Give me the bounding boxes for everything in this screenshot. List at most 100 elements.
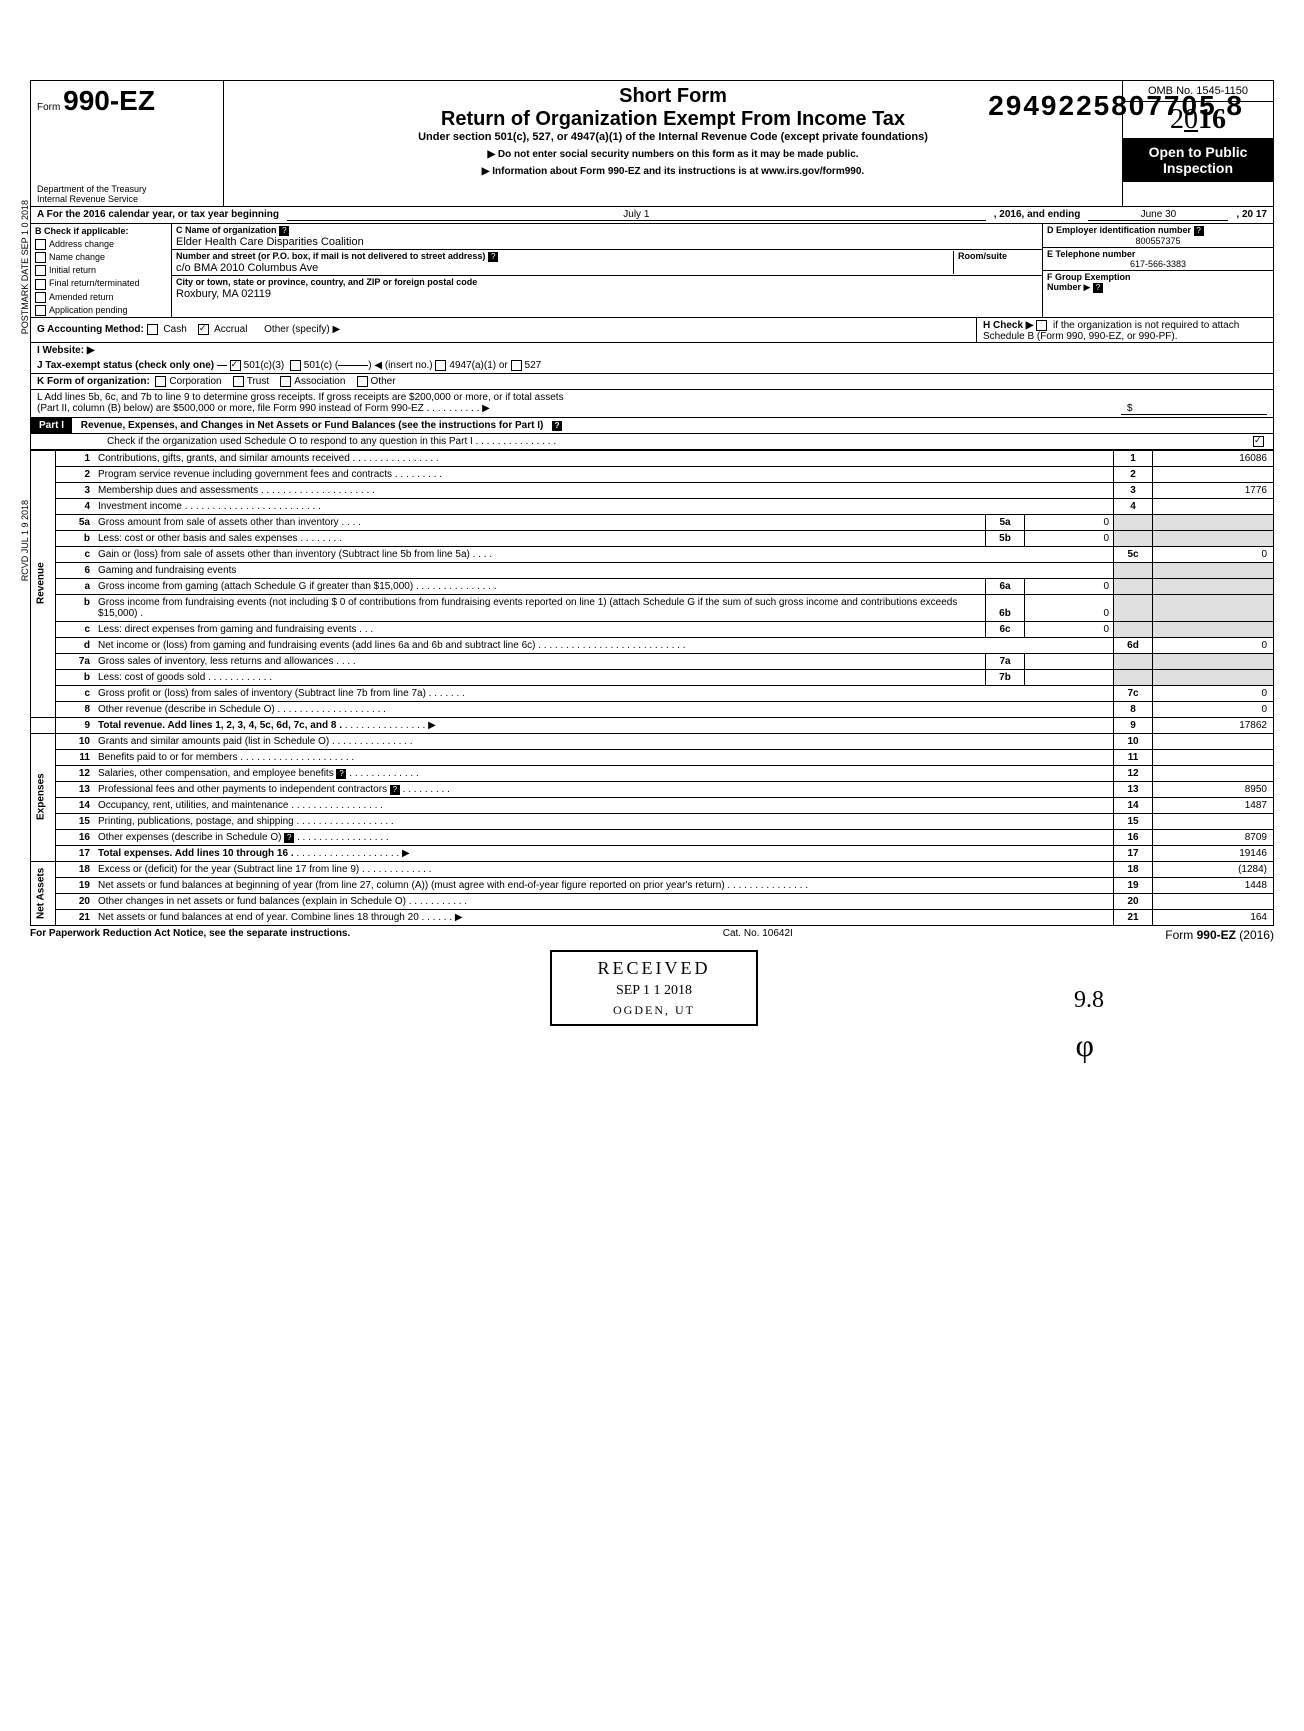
line-desc: Gross amount from sale of assets other t… [94, 514, 986, 530]
line-amount: 17862 [1153, 717, 1274, 733]
line-ref: 17 [1114, 845, 1153, 861]
stamp-received: RECEIVED [564, 958, 744, 979]
form-header-2: Department of the Treasury Internal Reve… [30, 182, 1274, 207]
shaded [1153, 514, 1274, 530]
mid-num: 6a [986, 578, 1025, 594]
shaded [1114, 562, 1153, 578]
line-num: 7a [56, 653, 95, 669]
line-desc: Salaries, other compensation, and employ… [94, 765, 1114, 781]
chk-address[interactable]: Address change [31, 238, 171, 251]
handwrite-1: 9.8 [1074, 987, 1104, 1014]
line-num: 14 [56, 797, 95, 813]
col-d: D Employer identification number ? 80055… [1042, 224, 1273, 317]
line-amount: 0 [1153, 685, 1274, 701]
i-label: I Website: ▶ [37, 345, 95, 356]
line-desc: Occupancy, rent, utilities, and maintena… [94, 797, 1114, 813]
line-desc: Other expenses (describe in Schedule O) … [94, 829, 1114, 845]
line-7c: c Gross profit or (loss) from sales of i… [31, 685, 1274, 701]
line-ref: 8 [1114, 701, 1153, 717]
chk-other[interactable] [357, 376, 368, 387]
line-amount: 8709 [1153, 829, 1274, 845]
shaded [1114, 530, 1153, 546]
chk-assoc[interactable] [280, 376, 291, 387]
chk-501c3[interactable] [230, 360, 241, 371]
row-a-yr: , 20 17 [1236, 209, 1267, 221]
chk-527[interactable] [511, 360, 522, 371]
part1-check: Check if the organization used Schedule … [30, 434, 1274, 450]
line-ref: 11 [1114, 749, 1153, 765]
row-a-mid: , 2016, and ending [994, 209, 1081, 221]
short-form-label: Short Form [230, 85, 1116, 108]
k-corp: Corporation [169, 376, 221, 387]
line-11: 11 Benefits paid to or for members . . .… [31, 749, 1274, 765]
line-amount: 1448 [1153, 877, 1274, 893]
revenue-side-label: Revenue [31, 450, 56, 717]
line-amount [1153, 893, 1274, 909]
line-7b: b Less: cost of goods sold . . . . . . .… [31, 669, 1274, 685]
chk-cash[interactable] [147, 324, 158, 335]
help-icon: ? [1093, 283, 1103, 293]
line-amount [1153, 813, 1274, 829]
chk-corp[interactable] [155, 376, 166, 387]
chk-trust[interactable] [233, 376, 244, 387]
chk-pending[interactable]: Application pending [31, 304, 171, 317]
mid-num: 6c [986, 621, 1025, 637]
line-6c: c Less: direct expenses from gaming and … [31, 621, 1274, 637]
line-19: 19 Net assets or fund balances at beginn… [31, 877, 1274, 893]
chk-name[interactable]: Name change [31, 251, 171, 264]
line-desc: Excess or (deficit) for the year (Subtra… [94, 861, 1114, 877]
group-row: F Group Exemption Number ▶ ? [1043, 271, 1273, 294]
line-desc: Other changes in net assets or fund bala… [94, 893, 1114, 909]
part1-label: Part I [31, 418, 72, 433]
line-ref: 12 [1114, 765, 1153, 781]
l-dollar: $ [1121, 403, 1267, 415]
chk-final[interactable]: Final return/terminated [31, 277, 171, 290]
street-row: Number and street (or P.O. box, if mail … [172, 250, 1042, 276]
chk-h[interactable] [1036, 320, 1047, 331]
chk-schedule-o[interactable] [1253, 436, 1264, 447]
line-ref: 6d [1114, 637, 1153, 653]
cash-label: Cash [163, 324, 186, 335]
dept-treasury: Department of the Treasury [37, 184, 217, 194]
j-label: J Tax-exempt status (check only one) — [37, 360, 227, 371]
street-label: Number and street (or P.O. box, if mail … [176, 251, 485, 261]
line-num: 4 [56, 498, 95, 514]
phone-row: E Telephone number 617-566-3383 [1043, 248, 1273, 271]
ein-row: D Employer identification number ? 80055… [1043, 224, 1273, 248]
line-num: 12 [56, 765, 95, 781]
room-label: Room/suite [958, 251, 1007, 261]
part1-header: Part I Revenue, Expenses, and Changes in… [30, 418, 1274, 434]
help-icon: ? [279, 226, 289, 236]
line-16: 16 Other expenses (describe in Schedule … [31, 829, 1274, 845]
row-l: L Add lines 5b, 6c, and 7b to line 9 to … [30, 390, 1274, 418]
line-desc: Less: direct expenses from gaming and fu… [94, 621, 986, 637]
chk-501c[interactable] [290, 360, 301, 371]
row-a-label: A For the 2016 calendar year, or tax yea… [37, 209, 279, 221]
line-amount: 1776 [1153, 482, 1274, 498]
city-label: City or town, state or province, country… [176, 277, 477, 287]
line-num: 5a [56, 514, 95, 530]
line-num: 9 [56, 717, 95, 733]
year-begin: July 1 [287, 209, 986, 221]
line-amount [1153, 749, 1274, 765]
line-desc: Net income or (loss) from gaming and fun… [94, 637, 1114, 653]
chk-initial[interactable]: Initial return [31, 264, 171, 277]
line-2: 2 Program service revenue including gove… [31, 466, 1274, 482]
line-desc: Gaming and fundraising events [94, 562, 1114, 578]
line-desc: Benefits paid to or for members . . . . … [94, 749, 1114, 765]
mid-val: 0 [1025, 530, 1114, 546]
line-num: a [56, 578, 95, 594]
shaded [1114, 594, 1153, 621]
mid-val: 0 [1025, 578, 1114, 594]
line-ref: 4 [1114, 498, 1153, 514]
line-desc: Professional fees and other payments to … [94, 781, 1114, 797]
j-4947: 4947(a)(1) or [449, 360, 507, 371]
line-20: 20 Other changes in net assets or fund b… [31, 893, 1274, 909]
chk-4947[interactable] [435, 360, 446, 371]
chk-accrual[interactable] [198, 324, 209, 335]
help-icon: ? [552, 421, 562, 431]
mid-val: 0 [1025, 621, 1114, 637]
open-cell [1122, 182, 1273, 206]
line-amount: 19146 [1153, 845, 1274, 861]
chk-amended[interactable]: Amended return [31, 291, 171, 304]
